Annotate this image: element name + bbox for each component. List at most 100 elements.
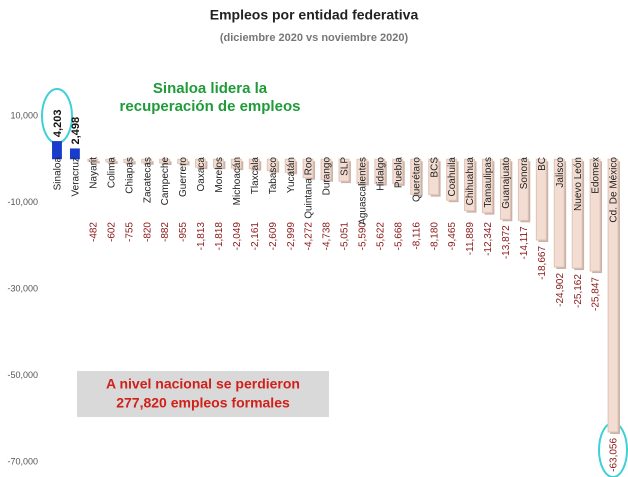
- bar: [499, 158, 511, 220]
- bar: [320, 158, 332, 181]
- value-label: -25,847: [591, 277, 602, 311]
- value-label: -482: [88, 222, 99, 242]
- value-label: -4,272: [304, 222, 315, 251]
- x-tick-label: Tlaxcala: [250, 157, 261, 195]
- x-tick-label: Chihuahua: [465, 157, 476, 206]
- value-label: 2,498: [70, 117, 82, 145]
- x-tick-label: Querétaro: [411, 157, 422, 202]
- y-tick-label: 10,000: [10, 110, 38, 120]
- annotation: Sinaloa lidera la: [153, 80, 268, 97]
- bar: [464, 158, 475, 212]
- value-label: -955: [178, 222, 189, 242]
- bar: [446, 158, 458, 201]
- x-tick-label: Edomex: [591, 157, 602, 194]
- x-tick-label: Michoacán: [232, 157, 243, 205]
- value-label: -4,738: [322, 222, 333, 251]
- bar: [69, 148, 80, 160]
- x-tick-label: Guanajuato: [501, 157, 512, 209]
- value-label: -1,818: [214, 222, 225, 251]
- bar: [410, 158, 422, 195]
- bar: [52, 141, 62, 160]
- value-label: -18,667: [537, 246, 548, 280]
- bar: [428, 158, 440, 196]
- x-tick-label: Sinaloa: [53, 157, 64, 191]
- x-tick-label: Quintana Roo: [304, 157, 315, 219]
- bar: [230, 158, 242, 169]
- value-label: -2,161: [250, 222, 261, 251]
- y-tick-label: -30,000: [7, 283, 38, 293]
- bar: [338, 158, 350, 182]
- annotation: 277,820 empleos formales: [116, 395, 290, 411]
- bar: [284, 158, 296, 173]
- annotation: A nivel nacional se perdieron: [106, 376, 300, 392]
- value-label: -13,872: [501, 225, 512, 259]
- x-tick-label: Nuevo León: [573, 157, 584, 211]
- bar: [571, 158, 583, 269]
- value-label: -882: [160, 222, 171, 242]
- x-tick-label: SLP: [340, 157, 351, 176]
- bar: [195, 158, 206, 168]
- x-tick-label: Colima: [106, 157, 117, 189]
- value-label: -5,590: [358, 222, 369, 251]
- bar: [517, 158, 529, 221]
- value-label: -1,813: [196, 222, 207, 251]
- value-label: -820: [142, 222, 153, 242]
- x-tick-label: Morelos: [214, 157, 225, 193]
- value-label: 4,203: [52, 110, 64, 138]
- value-label: -5,668: [393, 222, 404, 251]
- value-label: -24,902: [555, 273, 566, 307]
- bar: [266, 158, 278, 172]
- value-label: -602: [106, 222, 117, 242]
- value-label: -2,049: [232, 222, 243, 251]
- value-label: -2,999: [286, 222, 297, 251]
- value-label: -5,051: [340, 222, 351, 251]
- x-tick-label: BC: [537, 157, 548, 171]
- x-tick-label: Tamaulipas: [483, 157, 494, 208]
- x-tick-label: Chiapas: [124, 157, 135, 194]
- bar: [589, 158, 601, 272]
- value-label: -25,162: [573, 274, 584, 308]
- x-tick-label: Yucatán: [286, 157, 297, 193]
- x-tick-label: Jalisco: [555, 157, 566, 188]
- bar: [141, 158, 153, 164]
- x-tick-label: Veracruz: [71, 157, 82, 196]
- value-label: -5,622: [375, 222, 386, 251]
- y-tick-label: -10,000: [7, 197, 38, 207]
- bar: [87, 158, 99, 162]
- bar: [105, 158, 117, 163]
- x-tick-label: Durango: [322, 157, 333, 196]
- y-tick-label: -50,000: [7, 370, 38, 380]
- x-tick-label: Cd. De México: [609, 157, 620, 223]
- annotation: recuperación de empleos: [120, 98, 301, 115]
- bar: [374, 158, 386, 185]
- bar: [482, 158, 493, 214]
- value-label: -2,609: [268, 222, 279, 251]
- chart-title: Empleos por entidad federativa: [210, 7, 419, 23]
- bar: [356, 158, 368, 184]
- bar: [302, 158, 314, 179]
- x-tick-label: Coahuila: [447, 157, 458, 197]
- x-tick-label: Campeche: [160, 157, 171, 206]
- bar: [535, 158, 547, 241]
- value-label: -12,342: [483, 222, 494, 256]
- x-tick-label: Nayarit: [88, 157, 99, 189]
- x-tick-label: Tabasco: [268, 157, 279, 195]
- annotation-box: [77, 371, 329, 417]
- chart-subtitle: (diciembre 2020 vs noviembre 2020): [220, 32, 409, 44]
- bar: [177, 158, 188, 164]
- bar: [553, 158, 565, 268]
- bar: [248, 158, 260, 170]
- bar: [212, 158, 224, 168]
- value-label: -14,117: [519, 226, 530, 260]
- x-tick-label: Guerrero: [178, 157, 189, 197]
- bar-shadow: [107, 161, 118, 164]
- value-label: -8,116: [411, 222, 422, 250]
- value-label: -63,056: [609, 438, 620, 472]
- bar: [159, 158, 171, 164]
- y-tick-label: -70,000: [7, 456, 38, 466]
- x-tick-label: Sonora: [519, 157, 530, 190]
- bar: [607, 158, 619, 433]
- bar: [123, 158, 135, 164]
- value-label: -9,465: [447, 222, 458, 251]
